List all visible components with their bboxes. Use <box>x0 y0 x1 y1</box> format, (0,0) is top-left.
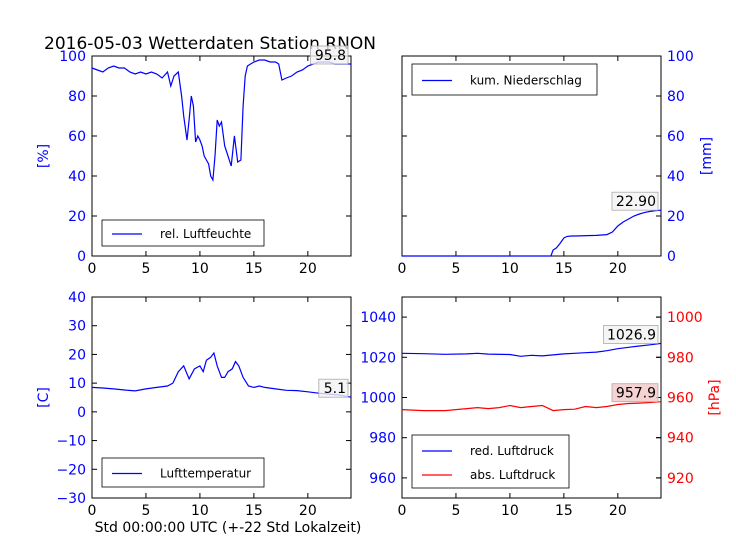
bottom-right-secondary-series-line <box>401 401 662 412</box>
top-left-x-tick-label: 20 <box>299 261 317 277</box>
top-right-y-tick-label: 0 <box>667 249 676 265</box>
top-left-last-value-label-box <box>309 45 349 65</box>
top-right-y-tick-label: 80 <box>667 89 685 105</box>
top-left-y-axis-label: [%] <box>36 144 52 168</box>
bottom-left-y-tick-label: −30 <box>56 491 86 507</box>
bottom-left-x-tick-label: 10 <box>191 503 209 519</box>
bottom-left-y-tick-label: 10 <box>68 376 86 392</box>
top-right-y-tick-label: 60 <box>667 129 685 145</box>
top-right-y-tick-label: 20 <box>667 209 685 225</box>
top-left-legend-box <box>101 219 265 247</box>
top-left-y-tick-label: 80 <box>68 89 86 105</box>
bottom-left-last-value-label: 5.1 <box>324 381 346 397</box>
bottom-left-legend-label: Lufttemperatur <box>160 467 251 481</box>
top-right-x-tick-label: 0 <box>398 261 407 277</box>
top-right-legend-box <box>411 63 598 96</box>
bottom-left-x-tick-label: 5 <box>141 503 150 519</box>
bottom-right-legend-box <box>411 434 570 489</box>
bottom-left-x-tick-label: 0 <box>88 503 97 519</box>
bottom-right-x-tick-label: 0 <box>398 503 407 519</box>
bottom-left-last-value-label-box <box>318 378 349 398</box>
top-right-series-line <box>402 209 662 257</box>
bottom-right-secondary-y-tick-label: 920 <box>667 471 694 487</box>
top-left-x-tick-label: 10 <box>191 261 209 277</box>
bottom-left-y-axis-label: [C] <box>36 387 52 408</box>
figure-xlabel: Std 00:00:00 UTC (+-22 Std Lokalzeit) <box>95 520 362 536</box>
bottom-left-series-line <box>91 351 352 398</box>
bottom-right-last-value-label-box <box>603 325 659 344</box>
bottom-left-x-tick-label: 20 <box>299 503 317 519</box>
top-right-last-value-label-box <box>611 191 659 211</box>
bottom-left-y-tick-label: −20 <box>56 462 86 478</box>
bottom-right-y-tick-label: 1000 <box>360 391 396 407</box>
bottom-right-y-tick-label: 960 <box>369 471 396 487</box>
bottom-right-y-tick-label: 1020 <box>360 350 396 366</box>
bottom-right-series-line <box>401 342 662 357</box>
bottom-left-y-tick-label: 20 <box>68 347 86 363</box>
top-right-last-value-label: 22.90 <box>616 194 656 210</box>
top-right-y-tick-label: 100 <box>667 49 694 65</box>
top-left-legend-label: rel. Luftfeuchte <box>160 227 251 241</box>
bottom-right-secondary-y-tick-label: 960 <box>667 391 694 407</box>
top-left-y-tick-label: 100 <box>59 49 86 65</box>
top-right-y-axis-label: [mm] <box>699 137 715 175</box>
top-right-legend-label: kum. Niederschlag <box>470 74 582 88</box>
bottom-right-secondary-last-value-label-box <box>611 383 659 403</box>
top-left-axes-frame <box>91 55 352 257</box>
top-left-y-tick-label: 40 <box>68 169 86 185</box>
top-left-x-tick-label: 5 <box>141 261 150 277</box>
top-right-x-tick-label: 20 <box>609 261 627 277</box>
top-right-x-tick-label: 15 <box>555 261 573 277</box>
top-left-y-tick-label: 0 <box>77 249 86 265</box>
bottom-right-x-tick-label: 5 <box>451 503 460 519</box>
bottom-left-legend-box <box>101 457 265 488</box>
bottom-right-last-value-label: 1026.9 <box>607 327 656 343</box>
bottom-left-x-tick-label: 15 <box>245 503 263 519</box>
bottom-right-y-tick-label: 980 <box>369 431 396 447</box>
bottom-left-y-tick-label: 30 <box>68 319 86 335</box>
bottom-right-x-tick-label: 15 <box>555 503 573 519</box>
top-right-x-tick-label: 10 <box>501 261 519 277</box>
bottom-right-legend-label: abs. Luftdruck <box>470 468 555 482</box>
figure-title: 2016-05-03 Wetterdaten Station RNON <box>44 34 376 54</box>
bottom-right-secondary-y-tick-label: 940 <box>667 431 694 447</box>
bottom-right-y-tick-label: 1040 <box>360 310 396 326</box>
bottom-left-y-tick-label: 0 <box>77 405 86 421</box>
top-left-y-tick-label: 60 <box>68 129 86 145</box>
bottom-left-axes-frame <box>91 296 352 499</box>
bottom-right-legend-label: red. Luftdruck <box>470 444 554 458</box>
bottom-right-y-axis-label: [hPa] <box>707 379 723 415</box>
bottom-right-secondary-y-tick-label: 980 <box>667 350 694 366</box>
top-right-y-tick-label: 40 <box>667 169 685 185</box>
bottom-left-y-tick-label: 40 <box>68 290 86 306</box>
bottom-right-secondary-y-tick-label: 1000 <box>667 310 703 326</box>
bottom-right-secondary-last-value-label: 957.9 <box>616 386 656 402</box>
bottom-right-x-tick-label: 20 <box>609 503 627 519</box>
top-right-x-tick-label: 5 <box>451 261 460 277</box>
bottom-left-y-tick-label: −10 <box>56 434 86 450</box>
top-left-last-value-label: 95.8 <box>315 48 346 64</box>
bottom-right-x-tick-label: 10 <box>501 503 519 519</box>
top-left-series-line <box>91 59 351 183</box>
top-left-x-tick-label: 15 <box>245 261 263 277</box>
top-left-x-tick-label: 0 <box>88 261 97 277</box>
top-left-y-tick-label: 20 <box>68 209 86 225</box>
